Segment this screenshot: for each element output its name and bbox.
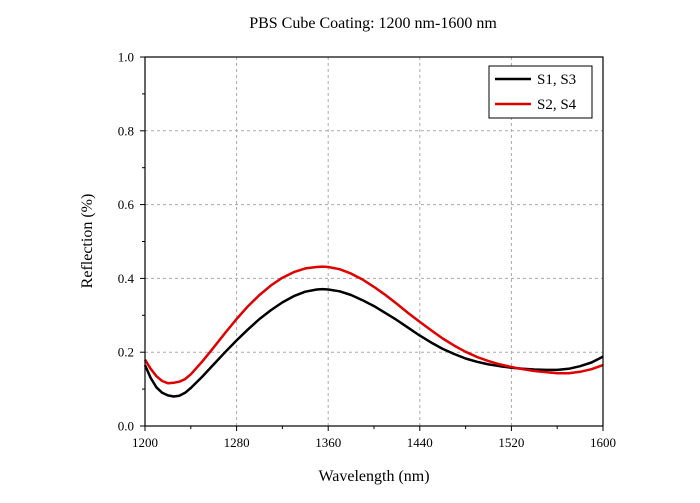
- series-line-s1-s3: [143, 287, 604, 398]
- legend: S1, S3 S2, S4: [488, 65, 593, 119]
- ticks: 1200 1280 1360 1440 1520 1600 0.0 0.2 0.4 0.6 0.8 1…: [118, 50, 616, 451]
- y-tick-label: 1.0: [118, 50, 134, 65]
- x-tick-label: 1280: [224, 435, 250, 450]
- y-tick-label: 0.0: [118, 419, 134, 434]
- series-line-s2-s4: [143, 265, 604, 385]
- y-tick-label: 0.6: [118, 197, 135, 212]
- chart-title: PBS Cube Coating: 1200 nm-1600 nm: [249, 15, 497, 32]
- series-group: [143, 265, 604, 398]
- x-tick-label: 1520: [498, 435, 524, 450]
- x-tick-label: 1200: [132, 435, 158, 450]
- x-axis-label: Wavelength (nm): [318, 468, 429, 485]
- legend-label-s1-s3: S1, S3: [537, 72, 576, 88]
- y-tick-label: 0.8: [118, 123, 134, 138]
- y-tick-label: 0.4: [118, 271, 135, 286]
- x-tick-label: 1440: [407, 435, 433, 450]
- y-axis-label: Reflection (%): [79, 194, 96, 289]
- x-tick-label: 1600: [590, 435, 616, 450]
- x-tick-label: 1360: [315, 435, 341, 450]
- y-tick-label: 0.2: [118, 345, 134, 360]
- legend-label-s2-s4: S2, S4: [537, 97, 577, 113]
- legend-box: [488, 65, 593, 119]
